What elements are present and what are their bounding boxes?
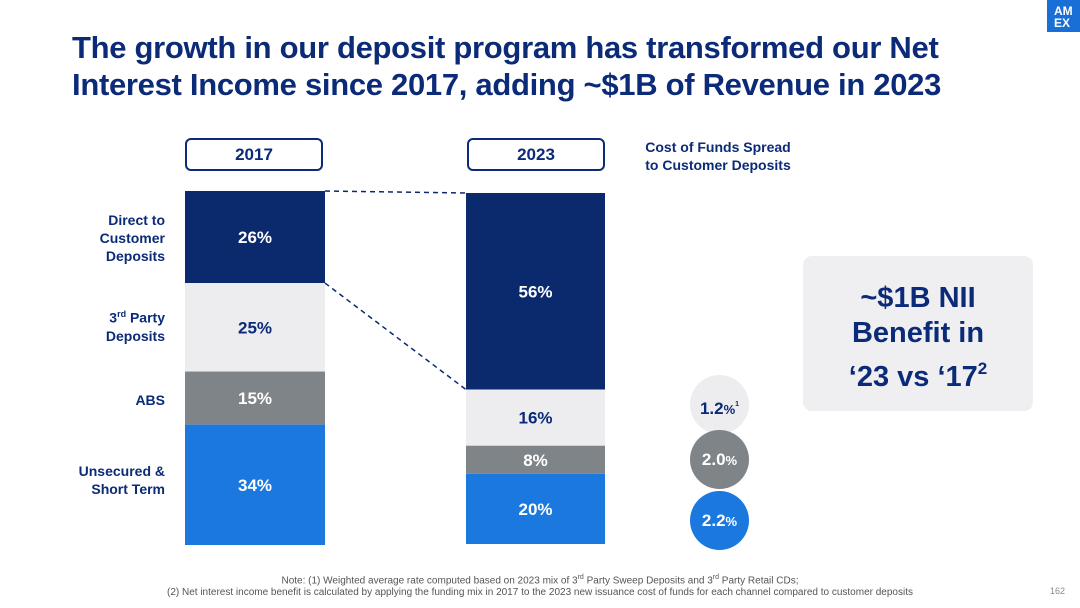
footnote-part-b: Party Sweep Deposits and 3 — [583, 575, 713, 587]
label-third-party-num: 3 — [109, 309, 118, 326]
spread-circle-abs: 2.0% — [690, 430, 749, 489]
footnote-line-1: Note: (1) Weighted average rate computed… — [0, 572, 1080, 587]
benefit-footnote-marker: 2 — [977, 359, 988, 378]
label-abs: ABS — [30, 391, 165, 409]
spread-unit-third-party: % — [723, 402, 736, 417]
bar-2017-third-party — [185, 283, 325, 372]
benefit-line-3: ‘23 vs ‘172 — [803, 351, 1033, 395]
label-third-party-line-2: Deposits — [105, 327, 165, 344]
spread-value-third-party: 1.2 — [699, 399, 724, 418]
spread-value-unsecured: 2.2 — [701, 511, 726, 530]
bar-2017-direct — [185, 191, 325, 284]
label-third-party-word: Party — [126, 309, 165, 326]
bar-label-2017-third-party: 25% — [238, 318, 272, 337]
label-third-party-line-1: 3rd Party — [30, 305, 165, 327]
label-direct-line-2: Customer — [99, 230, 165, 246]
nii-benefit-box: ~$1B NII Benefit in ‘23 vs ‘172 — [803, 256, 1033, 411]
benefit-line-2: Benefit in — [851, 317, 985, 349]
benefit-line-3-text: ‘23 vs ‘17 — [848, 361, 978, 393]
footnote-line-2: (2) Net interest income benefit is calcu… — [167, 587, 913, 599]
logo-line-1: AM — [1054, 4, 1073, 18]
spread-unit-abs: % — [725, 453, 738, 468]
footnote-rd-1: rd — [577, 574, 584, 581]
label-unsecured: Unsecured & Short Term — [30, 462, 165, 498]
cost-of-funds-header: Cost of Funds Spread to Customer Deposit… — [628, 138, 808, 174]
label-direct-deposits: Direct to Customer Deposits — [30, 211, 165, 265]
amex-logo: AM EX — [1047, 0, 1080, 32]
title-line-1: The growth in our deposit program has tr… — [72, 30, 939, 65]
bar-2023-third-party — [466, 389, 605, 446]
bar-label-2023-third-party: 16% — [518, 409, 552, 428]
spread-value-abs: 2.0 — [701, 450, 726, 469]
label-third-party-sup: rd — [117, 309, 127, 319]
bar-2023-direct — [466, 193, 605, 390]
title-line-2: Interest Income since 2017, adding ~$1B … — [72, 67, 942, 102]
bar-2023-abs — [466, 445, 605, 474]
footnote-part-a: Note: (1) Weighted average rate computed… — [281, 575, 578, 587]
bar-label-2017-abs: 15% — [238, 389, 272, 408]
benefit-line-1: ~$1B NII — [860, 282, 976, 314]
label-direct-line-3: Deposits — [105, 248, 165, 264]
label-unsecured-line-1: Unsecured & — [78, 463, 165, 479]
spread-footnote-marker: 1 — [735, 401, 740, 408]
bar-label-2017-unsecured: 34% — [238, 476, 272, 495]
footnote: Note: (1) Weighted average rate computed… — [0, 572, 1080, 599]
bar-2017-abs — [185, 371, 325, 425]
bar-label-2023-direct: 56% — [518, 282, 552, 301]
year-box-2017: 2017 — [185, 138, 323, 171]
bar-2017-unsecured — [185, 424, 325, 545]
label-unsecured-line-2: Short Term — [91, 481, 165, 497]
label-third-party-deposits: 3rd Party Deposits — [30, 305, 165, 345]
year-box-2023: 2023 — [467, 138, 605, 171]
cof-header-line-1: Cost of Funds Spread — [645, 139, 791, 155]
spread-circle-unsecured: 2.2% — [690, 491, 749, 550]
bar-label-2023-unsecured: 20% — [518, 500, 552, 519]
cof-header-line-2: to Customer Deposits — [645, 157, 791, 173]
footnote-rd-2: rd — [712, 574, 720, 581]
bar-label-2017-direct: 26% — [238, 228, 272, 247]
connector-top — [324, 190, 467, 194]
connector-bottom — [324, 282, 467, 391]
label-abs-line-1: ABS — [135, 392, 165, 408]
spread-circle-third-party: 1.2%1 — [690, 375, 749, 434]
page-number: 162 — [1050, 586, 1066, 596]
label-direct-line-1: Direct to — [108, 212, 165, 228]
bar-2023-unsecured — [466, 473, 605, 544]
footnote-part-c: Party Retail CDs; — [719, 575, 799, 587]
slide-title: The growth in our deposit program has tr… — [72, 29, 1032, 103]
logo-line-2: EX — [1054, 16, 1071, 30]
bar-label-2023-abs: 8% — [523, 451, 548, 470]
spread-unit-unsecured: % — [725, 514, 738, 529]
